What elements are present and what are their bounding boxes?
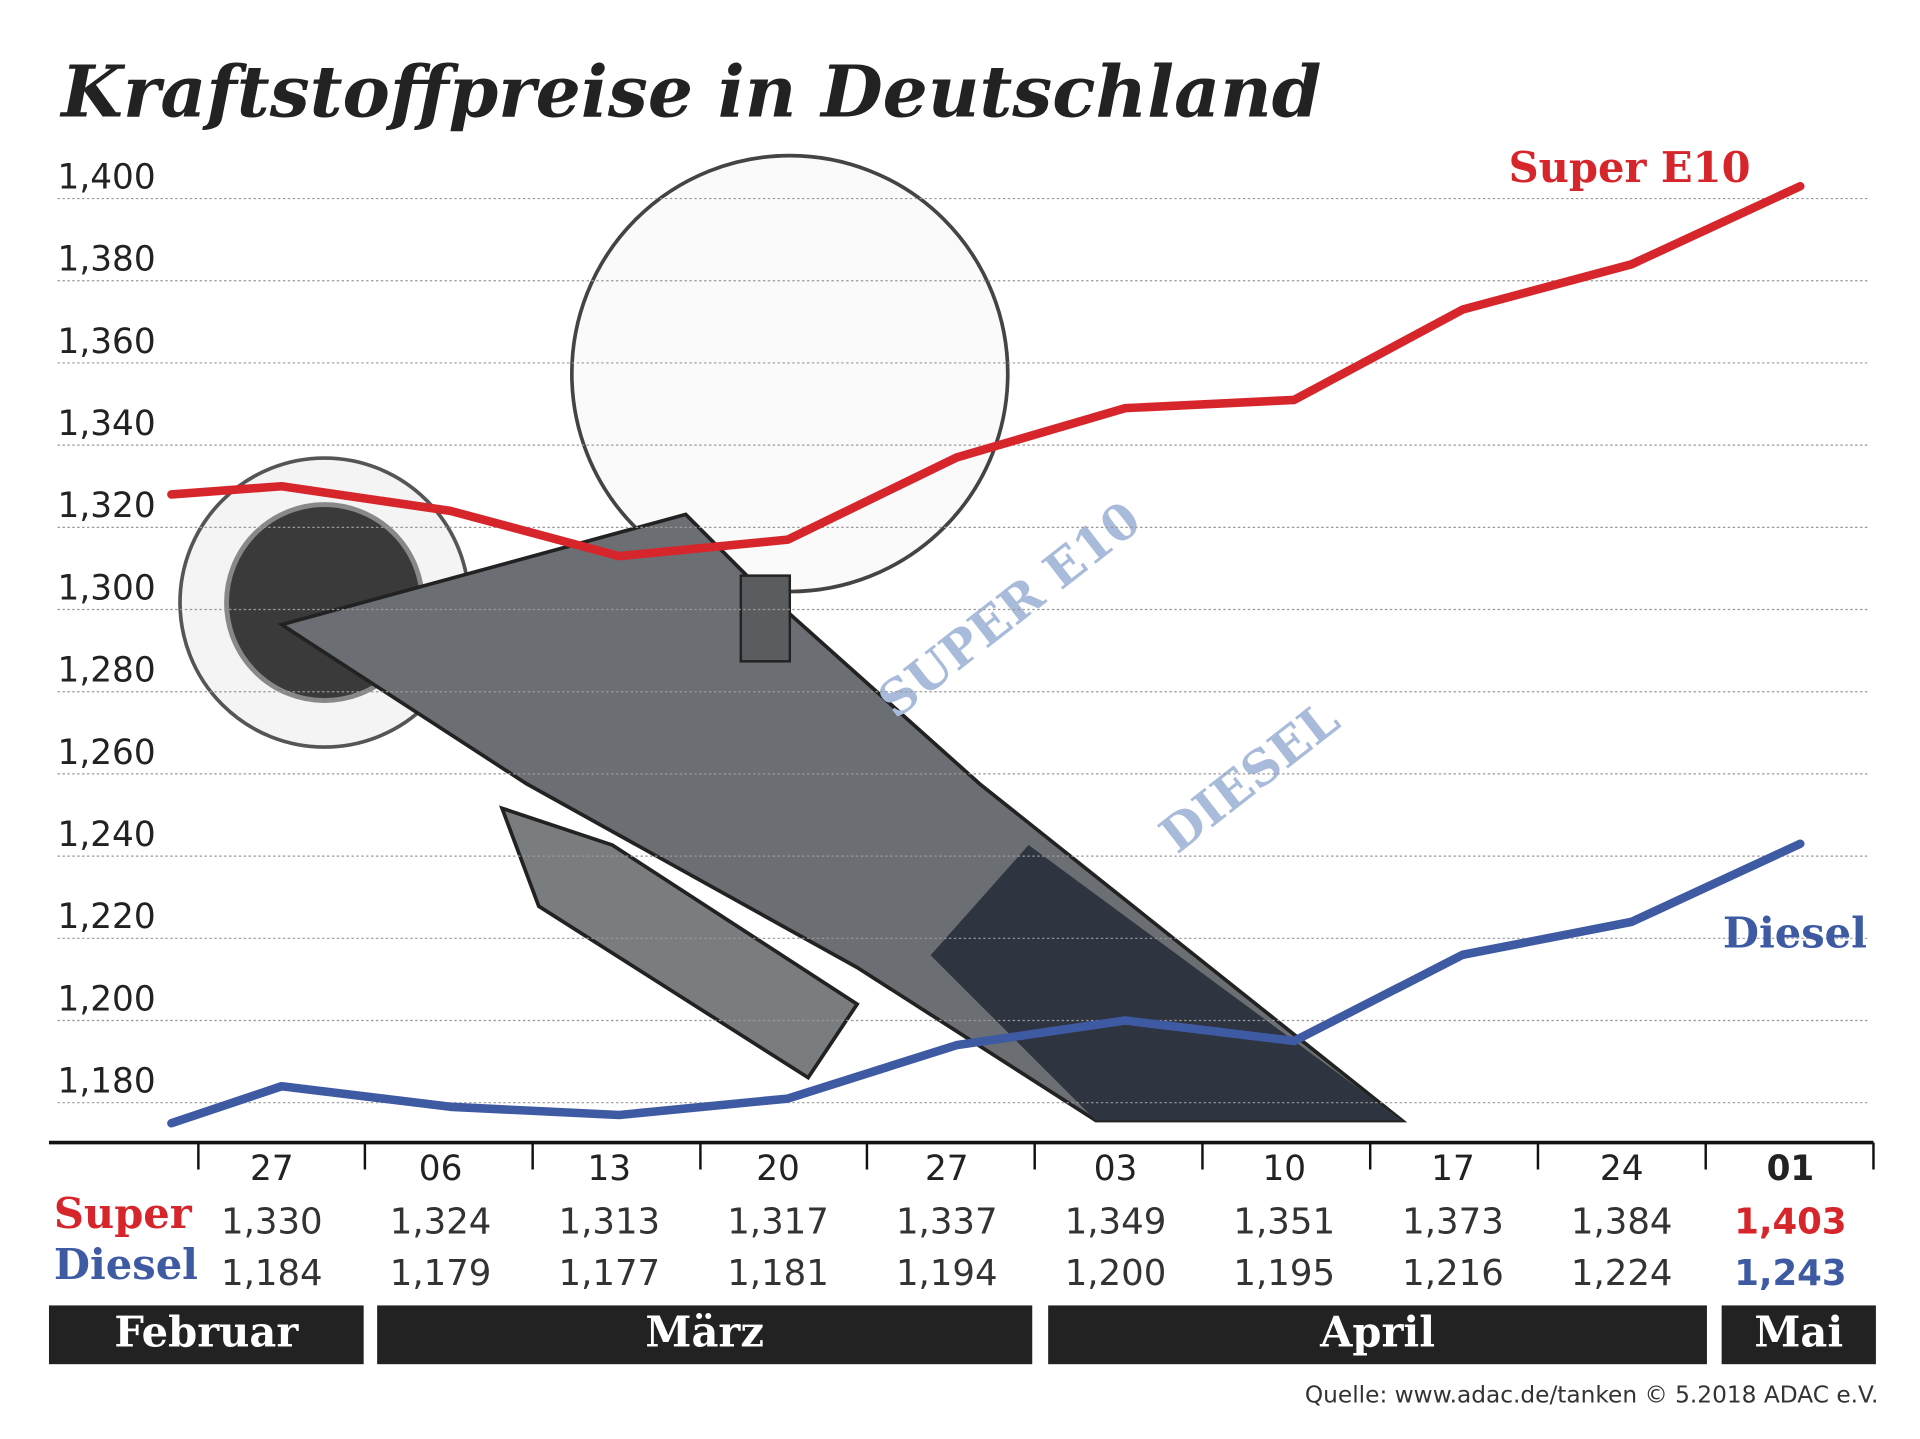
month-bar [48, 1305, 364, 1365]
y-tick-label: 1,340 [58, 404, 156, 444]
table-value: 1,384 [1571, 1201, 1673, 1242]
y-tick-label: 1,200 [58, 979, 156, 1019]
table-value: 1,200 [1065, 1253, 1167, 1294]
table-value: 1,351 [1233, 1201, 1335, 1242]
y-tick-label: 1,360 [58, 322, 156, 362]
y-tick-label: 1,240 [58, 815, 156, 855]
table-value: 1,216 [1402, 1253, 1504, 1294]
x-tick-label: 10 [1262, 1149, 1306, 1189]
table-value: 1,181 [727, 1253, 829, 1294]
legend-label: Diesel [1723, 908, 1867, 957]
series-line [167, 839, 1805, 1128]
table-value: 1,349 [1065, 1201, 1167, 1242]
x-tick-label: 27 [250, 1149, 294, 1189]
table-value: 1,184 [221, 1253, 323, 1294]
illustration-label: DIESEL [1149, 689, 1350, 864]
table-value: 1,330 [221, 1201, 323, 1242]
month-label: Mai [1754, 1308, 1843, 1357]
row-label: Super [54, 1189, 193, 1238]
table-value: 1,224 [1571, 1253, 1673, 1294]
month-bar [1048, 1305, 1707, 1365]
y-tick-label: 1,260 [58, 733, 156, 773]
row-label: Diesel [54, 1240, 198, 1289]
hose [930, 845, 1403, 1121]
chart-title: Kraftstoffpreise in Deutschland [59, 50, 1321, 134]
table-value: 1,313 [558, 1201, 660, 1242]
table-value: 1,194 [896, 1253, 998, 1294]
source: Quelle: www.adac.de/tanken © 5.2018 ADAC… [1305, 1382, 1878, 1409]
x-tick-label: 20 [756, 1149, 800, 1189]
x-tick-label: 06 [419, 1149, 463, 1189]
valve [739, 574, 792, 663]
x-tick-label: 24 [1600, 1149, 1644, 1189]
y-tick-label: 1,400 [58, 157, 156, 197]
nozzle-handle [498, 805, 860, 1081]
table-value: 1,195 [1233, 1253, 1335, 1294]
x-tick-label: 03 [1094, 1149, 1138, 1189]
y-tick-label: 1,180 [58, 1062, 156, 1102]
table-value: 1,403 [1734, 1201, 1846, 1242]
month-label: März [645, 1308, 764, 1357]
x-tick-label: 01 [1767, 1149, 1815, 1189]
x-tick-label: 27 [925, 1149, 969, 1189]
table-value: 1,324 [390, 1201, 492, 1242]
y-tick-label: 1,320 [58, 486, 156, 526]
month-label: April [1319, 1308, 1435, 1357]
x-tick-label: 17 [1431, 1149, 1475, 1189]
month-bar [1721, 1305, 1876, 1365]
y-tick-label: 1,300 [58, 568, 156, 608]
series-line [167, 181, 1805, 561]
table-value: 1,337 [896, 1201, 998, 1242]
month-label: Februar [114, 1308, 299, 1357]
y-tick-label: 1,380 [58, 240, 156, 280]
y-tick-label: 1,280 [58, 651, 156, 691]
legend-label: Super E10 [1509, 143, 1751, 192]
month-bar [377, 1305, 1033, 1365]
y-tick-label: 1,220 [58, 897, 156, 937]
table-value: 1,243 [1734, 1253, 1846, 1294]
table-value: 1,179 [390, 1253, 492, 1294]
x-tick-label: 13 [588, 1149, 632, 1189]
illustration [178, 153, 1408, 1123]
table-value: 1,373 [1402, 1201, 1504, 1242]
table-value: 1,177 [558, 1253, 660, 1294]
table-value: 1,317 [727, 1201, 829, 1242]
